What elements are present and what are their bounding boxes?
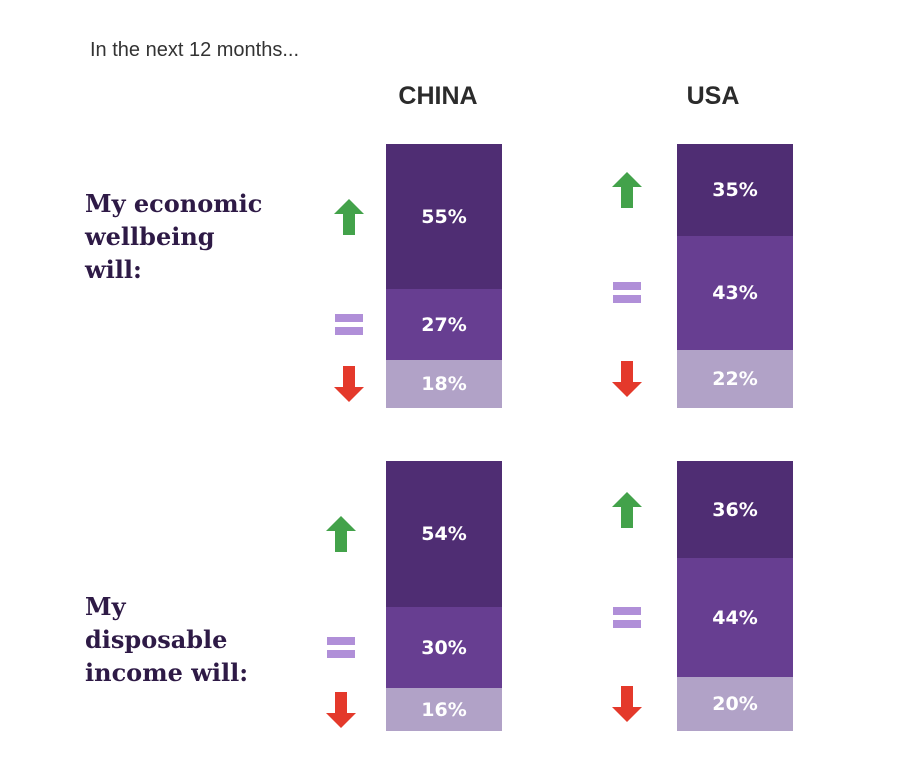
bar-segment-same: 30% (386, 607, 502, 688)
data-label: 44% (712, 606, 758, 629)
up-arrow-icon (334, 199, 364, 235)
row-label-economic-wellbeing: My economic wellbeing will: (85, 187, 285, 286)
row-label-line: My economic (85, 189, 263, 218)
up-arrow-icon (326, 516, 356, 552)
intro-text: In the next 12 months... (90, 39, 300, 61)
data-label: 55% (421, 205, 467, 228)
row-label-line: My (85, 592, 126, 621)
bar-segment-same: 44% (677, 558, 793, 677)
data-label: 27% (421, 313, 467, 336)
data-label: 30% (421, 636, 467, 659)
bar-segment-up: 54% (386, 461, 502, 607)
data-label: 18% (421, 373, 467, 395)
column-header-china: CHINA (398, 82, 478, 110)
stacked-bar-usa: 35% 43% 22% (677, 144, 793, 408)
up-arrow-icon (612, 492, 642, 528)
equals-icon (334, 307, 364, 343)
bar-segment-down: 18% (386, 360, 502, 408)
row-label-line: will: (85, 255, 142, 284)
stacked-bar-usa: 36% 44% 20% (677, 461, 793, 731)
down-arrow-icon (612, 686, 642, 722)
row-label-line: disposable (85, 625, 228, 654)
column-header-usa: USA (686, 82, 740, 110)
equals-icon (612, 275, 642, 311)
bar-segment-up: 35% (677, 144, 793, 236)
row-label-line: wellbeing (85, 222, 215, 251)
bar-segment-same: 27% (386, 289, 502, 360)
data-label: 16% (421, 698, 467, 721)
bar-segment-down: 16% (386, 688, 502, 731)
data-label: 36% (712, 498, 758, 521)
bar-segment-down: 20% (677, 677, 793, 731)
equals-icon (612, 600, 642, 636)
data-label: 35% (712, 179, 758, 201)
data-label: 20% (712, 693, 758, 715)
bar-segment-down: 22% (677, 350, 793, 408)
data-label: 43% (712, 282, 758, 304)
bar-segment-up: 55% (386, 144, 502, 289)
stacked-bar-china: 55% 27% 18% (386, 144, 502, 408)
equals-icon (326, 630, 356, 666)
up-arrow-icon (612, 172, 642, 208)
bar-segment-same: 43% (677, 236, 793, 350)
data-label: 22% (712, 368, 758, 390)
down-arrow-icon (326, 692, 356, 728)
down-arrow-icon (334, 366, 364, 402)
row-label-line: income will: (85, 658, 249, 687)
stacked-bar-china: 54% 30% 16% (386, 461, 502, 731)
data-label: 54% (421, 523, 467, 545)
down-arrow-icon (612, 361, 642, 397)
bar-segment-up: 36% (677, 461, 793, 558)
row-label-disposable-income: My disposable income will: (85, 590, 285, 689)
